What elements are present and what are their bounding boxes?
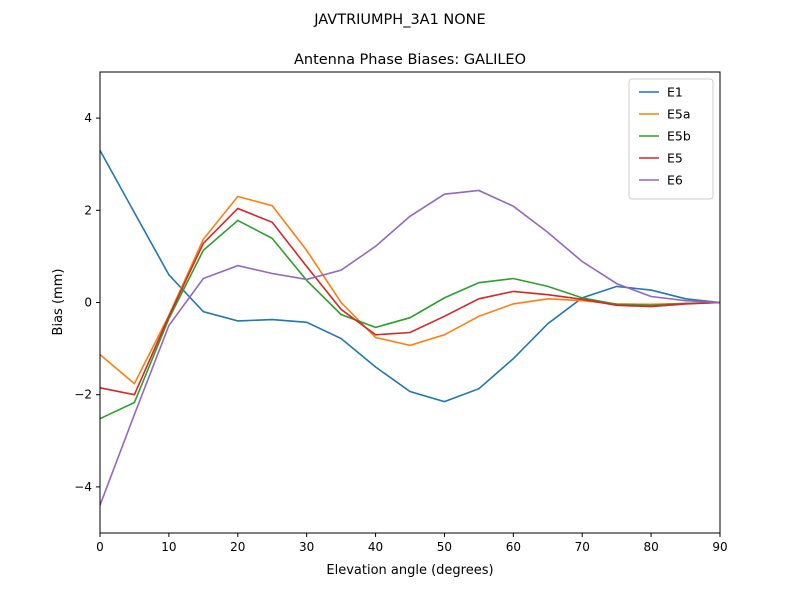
- legend-label-e5a: E5a: [667, 107, 691, 122]
- legend: E1 E5a E5b E5 E6: [628, 78, 714, 200]
- series-line-e5a: [99, 195, 721, 385]
- legend-label-e6: E6: [667, 173, 683, 188]
- chart-suptitle: JAVTRIUMPH_3A1 NONE: [313, 12, 485, 28]
- x-tick-label: 80: [643, 540, 658, 554]
- legend-label-e1: E1: [667, 85, 683, 100]
- series-line-e6: [99, 189, 721, 506]
- x-axis-label: Elevation angle (degrees): [326, 563, 493, 578]
- x-tick-label: 70: [575, 540, 590, 554]
- plot-area-frame: [99, 71, 721, 534]
- y-tick-label: −4: [74, 480, 92, 494]
- x-tick-label: 90: [712, 540, 727, 554]
- chart-title: Antenna Phase Biases: GALILEO: [294, 52, 526, 68]
- x-tick-label: 20: [230, 540, 245, 554]
- x-tick-label: 10: [161, 540, 176, 554]
- y-tick-label: 2: [84, 203, 92, 217]
- series-line-e5: [99, 207, 721, 396]
- series-line-e1: [99, 150, 721, 403]
- y-axis-label: Bias (mm): [51, 269, 66, 336]
- x-tick-label: 60: [506, 540, 521, 554]
- x-tick-label: 30: [299, 540, 314, 554]
- series-line-e5b: [99, 219, 721, 420]
- legend-label-e5: E5: [667, 151, 683, 166]
- y-tick-label: 0: [84, 296, 92, 310]
- x-tick-label: 50: [437, 540, 452, 554]
- y-tick-label: 4: [84, 111, 92, 125]
- legend-box: [628, 78, 714, 200]
- x-tick-label: 0: [96, 540, 104, 554]
- legend-label-e5b: E5b: [667, 129, 691, 144]
- x-tick-label: 40: [368, 540, 383, 554]
- y-tick-label: −2: [74, 388, 92, 402]
